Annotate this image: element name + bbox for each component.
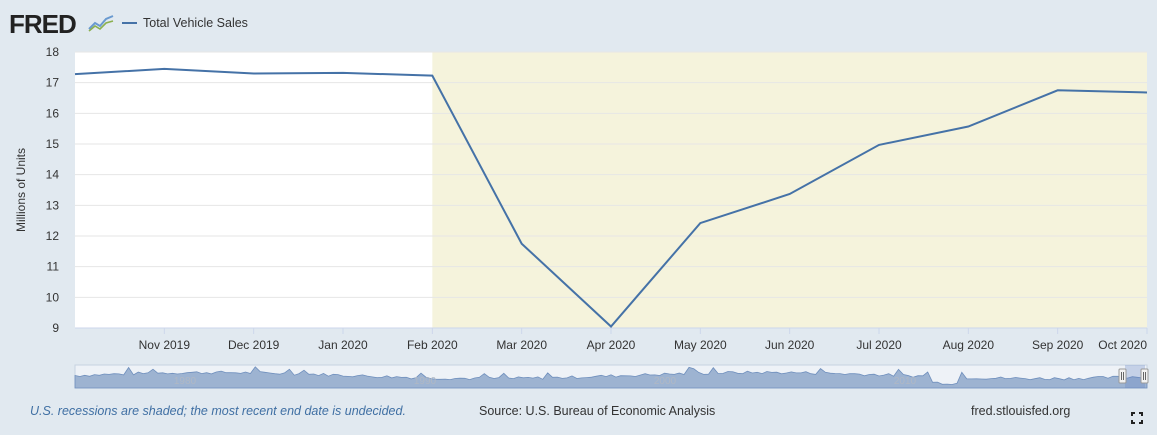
y-tick-label: 13 (46, 198, 60, 212)
y-tick-label: 11 (47, 260, 60, 274)
y-tick-label: 12 (46, 229, 60, 243)
navigator-label: 2000 (654, 376, 677, 387)
x-tick-label: May 2020 (674, 338, 727, 352)
y-tick-label: 14 (46, 168, 60, 182)
recession-shade (432, 52, 1147, 328)
recession-note: U.S. recessions are shaded; the most rec… (30, 404, 406, 418)
source-note: Source: U.S. Bureau of Economic Analysis (479, 404, 716, 418)
y-axis-label: Millions of Units (14, 148, 28, 232)
x-tick-label: Aug 2020 (943, 338, 995, 352)
x-tick-label: Jul 2020 (856, 338, 902, 352)
x-tick-label: Sep 2020 (1032, 338, 1084, 352)
x-tick-label: Oct 2020 (1098, 338, 1147, 352)
site-link[interactable]: fred.stlouisfed.org (971, 404, 1071, 418)
chart: 9 10 11 12 13 14 15 16 17 18 Nov 2019 Dec 2019 Jan … (14, 45, 1149, 389)
navigator-label: 1980 (174, 376, 197, 387)
x-tick-label: Jan 2020 (318, 338, 368, 352)
y-tick-label: 17 (46, 76, 60, 90)
x-tick-label: Jun 2020 (765, 338, 815, 352)
line-chart-icon (88, 15, 114, 32)
legend-label: Total Vehicle Sales (143, 16, 248, 30)
x-tick-label: Nov 2019 (139, 338, 191, 352)
navigator-label: 1990 (414, 376, 437, 387)
y-tick-label: 10 (46, 290, 60, 304)
legend[interactable]: Total Vehicle Sales (122, 16, 248, 30)
legend-swatch (122, 22, 137, 24)
x-tick-label: Apr 2020 (587, 338, 636, 352)
series-line[interactable] (74, 67, 1148, 328)
navigator-selection[interactable] (1125, 365, 1145, 388)
x-tick-label: Feb 2020 (407, 338, 458, 352)
fred-logo[interactable]: FRED (9, 9, 77, 39)
navigator-label: 2010 (894, 376, 917, 387)
fullscreen-icon[interactable] (1131, 412, 1143, 424)
x-tick-label: Mar 2020 (496, 338, 547, 352)
navigator-handle[interactable] (1140, 368, 1149, 384)
y-tick-label: 18 (46, 45, 60, 59)
navigator-series (74, 366, 1148, 389)
y-tick-label: 9 (52, 321, 59, 335)
x-tick-label: Dec 2019 (228, 338, 280, 352)
y-tick-label: 15 (46, 137, 60, 151)
y-tick-label: 16 (46, 106, 60, 120)
navigator-handle[interactable] (1118, 368, 1127, 384)
